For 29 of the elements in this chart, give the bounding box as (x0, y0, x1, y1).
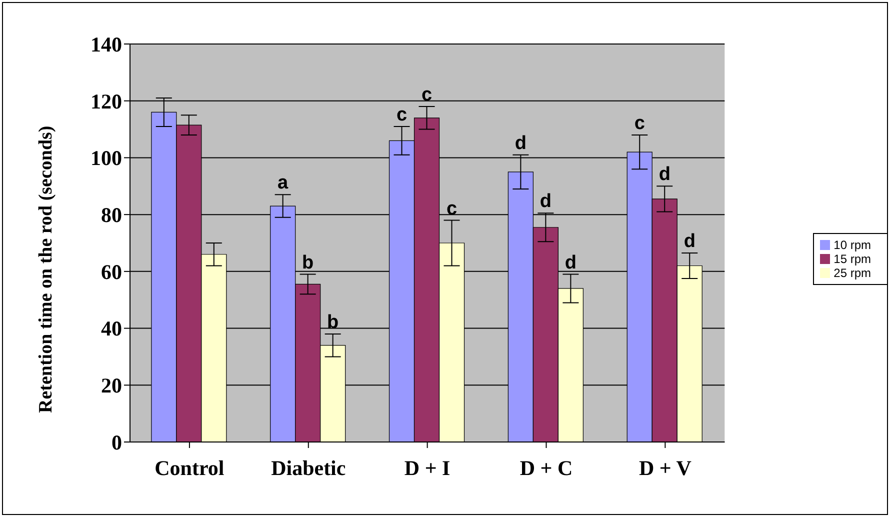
data-label: c (396, 104, 408, 126)
data-label: a (278, 172, 289, 194)
data-label: d (540, 191, 552, 212)
x-tick-label: D + C (520, 456, 573, 480)
data-label: b (302, 252, 314, 274)
data-label: c (634, 112, 646, 134)
data-label: b (327, 312, 339, 333)
y-tick-label: 0 (112, 430, 122, 454)
x-tick-label: Control (154, 456, 224, 480)
legend-label: 15 rpm (834, 252, 871, 266)
y-tick-label: 80 (101, 203, 122, 228)
y-tick-label: 140 (90, 32, 122, 56)
legend-label: 10 rpm (834, 238, 871, 252)
data-label: d (564, 252, 576, 274)
data-label: d (684, 230, 696, 252)
y-tick-label: 60 (101, 260, 122, 284)
x-tick-label: D + I (404, 456, 450, 480)
x-tick-label: D + V (638, 456, 692, 480)
data-label: c (421, 84, 432, 106)
data-label: d (514, 132, 526, 154)
data-label: c (446, 198, 458, 220)
y-axis-title: Retention time on the rod (seconds) (36, 126, 57, 413)
y-tick-label: 120 (90, 89, 122, 114)
y-tick-label: 100 (90, 146, 122, 170)
x-tick-label: Diabetic (271, 456, 346, 480)
data-label: d (658, 164, 670, 186)
y-tick-label: 40 (101, 316, 122, 341)
legend-label: 25 rpm (834, 266, 871, 280)
y-tick-label: 20 (101, 374, 122, 398)
